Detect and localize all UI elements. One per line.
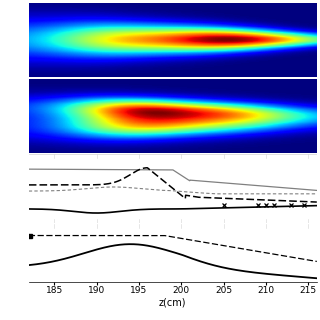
X-axis label: z(cm): z(cm) bbox=[159, 298, 187, 308]
